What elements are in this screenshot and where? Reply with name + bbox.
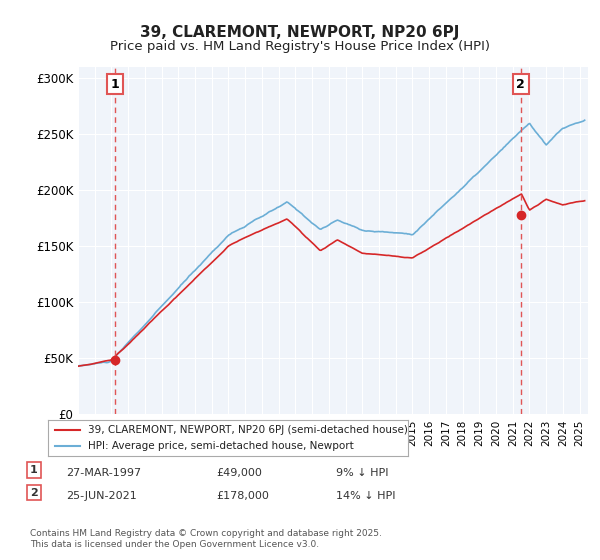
Text: 2: 2 [517,77,525,91]
Text: 39, CLAREMONT, NEWPORT, NP20 6PJ (semi-detached house): 39, CLAREMONT, NEWPORT, NP20 6PJ (semi-d… [88,425,407,435]
Text: £178,000: £178,000 [216,491,269,501]
Text: £49,000: £49,000 [216,468,262,478]
Text: 39, CLAREMONT, NEWPORT, NP20 6PJ: 39, CLAREMONT, NEWPORT, NP20 6PJ [140,25,460,40]
Text: 9% ↓ HPI: 9% ↓ HPI [336,468,389,478]
Text: 1: 1 [30,465,38,475]
Text: 25-JUN-2021: 25-JUN-2021 [66,491,137,501]
Text: 27-MAR-1997: 27-MAR-1997 [66,468,141,478]
Text: Price paid vs. HM Land Registry's House Price Index (HPI): Price paid vs. HM Land Registry's House … [110,40,490,53]
Text: 2: 2 [30,488,38,498]
Text: HPI: Average price, semi-detached house, Newport: HPI: Average price, semi-detached house,… [88,441,353,451]
Text: 1: 1 [111,77,119,91]
Text: 14% ↓ HPI: 14% ↓ HPI [336,491,395,501]
Text: Contains HM Land Registry data © Crown copyright and database right 2025.
This d: Contains HM Land Registry data © Crown c… [30,529,382,549]
